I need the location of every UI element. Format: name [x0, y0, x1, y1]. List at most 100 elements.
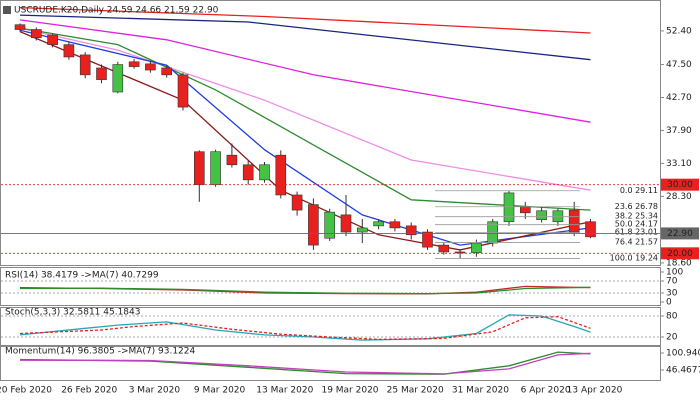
candle-body — [194, 151, 205, 185]
fib-label: 61.8 23.01 — [615, 227, 658, 236]
price-label: 20.00 — [667, 249, 693, 259]
price-label: 22.90 — [667, 229, 693, 239]
fib-label: 50.0 24.17 — [615, 219, 658, 228]
y-tick-label: 28.30 — [666, 192, 692, 202]
fib-label: 76.4 21.57 — [615, 237, 658, 246]
indicator-line — [19, 314, 591, 341]
indicator-line — [19, 316, 591, 341]
fib-ratio: 61.8 — [615, 227, 633, 236]
indicator-line — [19, 6, 591, 34]
y-tick-label: 100.9407 — [666, 349, 700, 359]
indicator-line — [19, 19, 591, 123]
y-tick-label: 52.40 — [666, 26, 692, 36]
main-panel-frame — [0, 0, 661, 266]
candle-body — [503, 192, 515, 223]
candle-body — [438, 244, 450, 253]
y-tick-label: 20 — [666, 333, 678, 343]
fib-label: 23.6 26.78 — [615, 201, 658, 210]
fib-price: 29.11 — [635, 185, 658, 194]
fib-ratio: 38.2 — [615, 211, 633, 220]
fib-price: 26.78 — [635, 201, 658, 210]
indicator-line — [19, 27, 591, 191]
indicator-title: Momentum(14) 96.3805 ->MA(7) 93.1224 — [5, 347, 196, 357]
x-tick-label: 26 Feb 2020 — [61, 386, 117, 396]
y-tick-label: 42.70 — [666, 93, 692, 103]
candle-body — [536, 210, 547, 220]
candle-body — [79, 54, 91, 76]
indicator-line — [19, 14, 591, 61]
candle-body — [161, 67, 172, 76]
fib-ratio: 100.0 — [610, 253, 633, 262]
price-box — [661, 227, 699, 240]
candle-body — [210, 151, 221, 185]
candle-body — [128, 61, 140, 67]
candle-body — [275, 154, 287, 196]
candle-body — [47, 34, 58, 45]
candle-body — [308, 204, 319, 246]
fib-price: 21.57 — [635, 237, 658, 246]
y-tick-label: 0 — [666, 298, 672, 308]
y-tick-label: 80 — [666, 312, 678, 322]
price-box — [661, 178, 699, 191]
fib-price: 23.01 — [635, 227, 658, 236]
x-tick-label: 13 Mar 2020 — [256, 386, 313, 396]
candle-body — [405, 225, 417, 236]
chart-title: USCRUDE.K20,Daily 24.59 24.66 21.59 22.9… — [14, 6, 219, 16]
candle-body — [422, 231, 433, 248]
candle-body — [30, 29, 42, 39]
x-tick-label: 31 Mar 2020 — [452, 386, 509, 396]
y-tick-label: 70 — [666, 277, 678, 287]
candle-body — [373, 221, 384, 227]
candle-body — [519, 206, 531, 214]
x-tick-label: 3 Mar 2020 — [129, 386, 181, 396]
fib-price: 25.34 — [635, 211, 658, 220]
fib-ratio: 23.6 — [615, 201, 633, 210]
candle-body — [63, 44, 75, 58]
fib-label: 0.0 29.11 — [620, 185, 658, 194]
x-tick-label: 9 Mar 2020 — [194, 386, 246, 396]
price-label: 30.00 — [667, 180, 693, 190]
candle-body — [552, 210, 564, 223]
indicator-title: Stoch(5,3,3) 32.5811 45.1843 — [5, 308, 140, 318]
candle-body — [14, 24, 26, 30]
indicator-line — [19, 352, 591, 375]
candle-body — [226, 154, 238, 166]
candle-body — [177, 74, 189, 108]
x-tick-label: 20 Feb 2020 — [0, 386, 52, 396]
candle-body — [259, 164, 270, 181]
fib-ratio: 76.4 — [615, 237, 633, 246]
candle-body — [454, 251, 466, 254]
candle-body — [340, 214, 352, 233]
y-tick-label: 33.10 — [666, 159, 692, 169]
candle-body — [291, 194, 303, 211]
y-tick-label: 30 — [666, 289, 678, 299]
indicator-line — [19, 27, 591, 211]
fib-label: 100.0 19.24 — [610, 253, 658, 262]
candle-body — [471, 242, 482, 253]
y-tick-label: 18.60 — [666, 258, 692, 268]
x-tick-label: 19 Mar 2020 — [321, 386, 378, 396]
stoch-panel-frame — [0, 307, 661, 346]
candle-body — [242, 164, 254, 181]
candle-body — [585, 221, 596, 238]
indicator-line — [19, 351, 591, 375]
rsi-panel-frame — [0, 267, 661, 306]
x-tick-label: 13 Apr 2020 — [567, 386, 623, 396]
y-tick-label: 46.4677 — [666, 365, 700, 375]
candle-body — [112, 64, 124, 93]
x-tick-label: 25 Mar 2020 — [387, 386, 444, 396]
y-tick-label: 47.50 — [666, 60, 692, 70]
price-box — [661, 247, 699, 260]
fib-ratio: 0.0 — [620, 185, 633, 194]
x-tick-label: 6 Apr 2020 — [521, 386, 571, 396]
fib-price: 19.24 — [635, 253, 658, 262]
y-tick-label: 37.90 — [666, 126, 692, 136]
candle-body — [324, 211, 336, 239]
candle-body — [389, 221, 401, 229]
candle-body — [145, 63, 156, 71]
candle-body — [568, 209, 580, 233]
momentum-panel-frame — [0, 346, 661, 381]
y-tick-label: 100 — [666, 268, 683, 278]
candle-body — [356, 227, 368, 233]
